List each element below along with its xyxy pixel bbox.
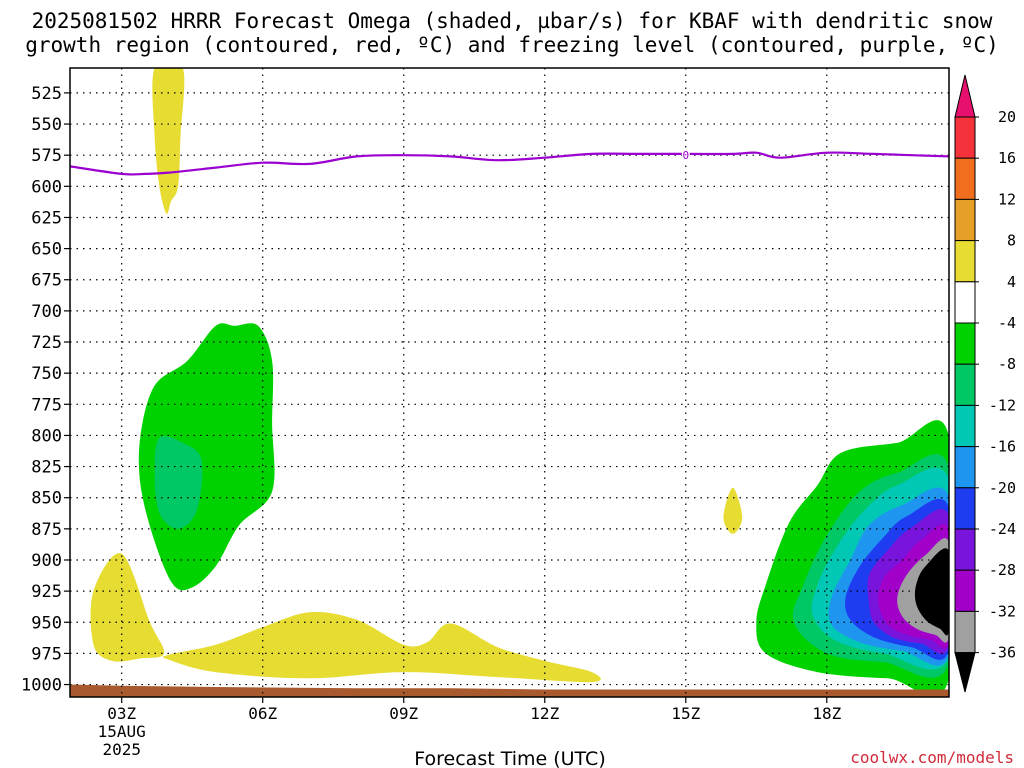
colorbar-label-5: 4 <box>1007 273 1016 291</box>
colorbar-label-14: -36 <box>989 644 1016 662</box>
x-tick-label-06Z: 06Z <box>248 704 277 723</box>
colorbar-label-12: -28 <box>989 561 1016 579</box>
freezing-level-label: 0 <box>682 149 689 162</box>
credit-text: coolwx.com/models <box>850 748 1014 767</box>
colorbar-swatch-6 <box>954 322 976 365</box>
omega-region-6 <box>154 436 203 529</box>
omega-region-15 <box>914 548 949 636</box>
y-tick-label-850: 850 <box>31 489 62 509</box>
y-tick-label-575: 575 <box>31 146 62 166</box>
colorbar-label-13: -32 <box>989 602 1016 620</box>
colorbar-label-1: 20 <box>998 108 1016 126</box>
colorbar-swatch-5 <box>954 281 976 324</box>
colorbar-swatch-9 <box>954 446 976 489</box>
colorbar-swatch-4 <box>954 240 976 283</box>
omega-region-4 <box>723 487 743 534</box>
colorbar-label-6: -4 <box>998 314 1016 332</box>
x-axis-title: Forecast Time (UTC) <box>414 748 605 768</box>
colorbar-label-2: 16 <box>998 149 1016 167</box>
y-tick-label-650: 650 <box>31 240 62 260</box>
colorbar-label-3: 12 <box>998 190 1016 208</box>
freezing-level-line <box>70 151 949 176</box>
y-tick-label-550: 550 <box>31 115 62 135</box>
x-tick-label-15Z: 15Z <box>671 704 700 723</box>
colorbar-label-8: -12 <box>989 396 1016 414</box>
chart-title-line-2: growth region (contoured, red, ºC) and f… <box>25 33 999 57</box>
y-tick-label-525: 525 <box>31 84 62 104</box>
colorbar-top-triangle <box>954 74 976 118</box>
y-tick-label-600: 600 <box>31 177 62 197</box>
freezing-level-label-bg <box>681 149 690 162</box>
colorbar-swatch-12 <box>954 569 976 612</box>
x-tick-label-12Z: 12Z <box>530 704 559 723</box>
colorbar-swatch-1 <box>954 116 976 159</box>
colorbar-label-9: -16 <box>989 438 1016 456</box>
terrain-layer <box>70 684 949 697</box>
omega-region-2 <box>90 553 165 662</box>
y-tick-label-625: 625 <box>31 208 62 228</box>
x-tick-label-03Z: 03Z <box>107 704 136 723</box>
y-tick-label-825: 825 <box>31 458 62 478</box>
omega-region-3 <box>162 612 601 683</box>
omega-region-1 <box>152 68 185 215</box>
y-tick-label-950: 950 <box>31 613 62 633</box>
y-tick-label-875: 875 <box>31 520 62 540</box>
colorbar-swatch-3 <box>954 198 976 242</box>
chart-title-line-1: 2025081502 HRRR Forecast Omega (shaded, … <box>31 9 993 33</box>
colorbar-bottom-triangle <box>954 652 976 693</box>
colorbar-label-4: 8 <box>1007 232 1016 250</box>
y-axis: 525 550 575 600 625 650 675 700 725 750 775 800 825 8… <box>21 84 70 696</box>
y-tick-label-1000: 1000 <box>21 676 62 696</box>
x-tick-date-label: 15AUG <box>98 722 146 741</box>
freezing-level-layer: 0 <box>70 149 949 176</box>
colorbar-swatch-10 <box>954 487 976 530</box>
colorbar-swatch-11 <box>954 528 976 571</box>
colorbar-label-7: -8 <box>998 355 1016 373</box>
colorbar-label-11: -24 <box>989 520 1016 538</box>
colorbar-swatch-8 <box>954 404 976 448</box>
y-tick-label-975: 975 <box>31 644 62 664</box>
y-tick-label-675: 675 <box>31 271 62 291</box>
x-tick-label-09Z: 09Z <box>389 704 418 723</box>
y-tick-label-725: 725 <box>31 333 62 353</box>
colorbar-label-10: -20 <box>989 479 1016 497</box>
colorbar-swatch-2 <box>954 157 976 200</box>
x-tick-label-18Z: 18Z <box>812 704 841 723</box>
y-tick-label-775: 775 <box>31 395 62 415</box>
y-tick-label-700: 700 <box>31 302 62 322</box>
y-tick-label-750: 750 <box>31 364 62 384</box>
colorbar: 20 16 12 8 4 -4 -8 -12 -16 -20 -24 -28 -32 -36 <box>954 74 1016 693</box>
x-tick-year-label: 2025 <box>102 740 141 759</box>
colorbar-swatch-7 <box>954 363 976 406</box>
y-tick-label-900: 900 <box>31 551 62 571</box>
plot-frame <box>69 67 950 698</box>
y-tick-label-925: 925 <box>31 582 62 602</box>
terrain-fill <box>70 684 949 697</box>
y-tick-label-800: 800 <box>31 426 62 446</box>
colorbar-swatch-13 <box>954 610 976 654</box>
